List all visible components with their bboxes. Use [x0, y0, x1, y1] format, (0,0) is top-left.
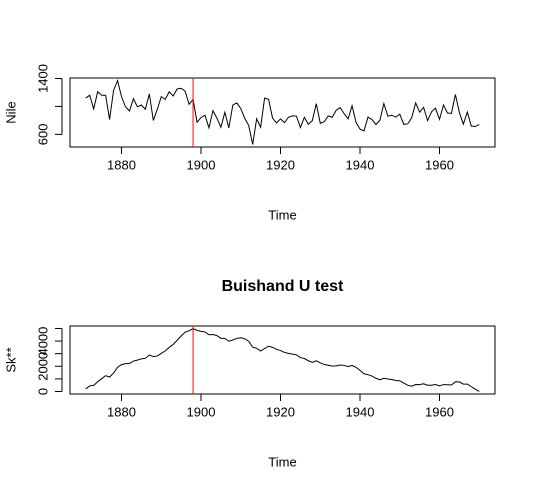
- x-tick-label: 1960: [425, 404, 454, 419]
- x-axis-label: Time: [268, 454, 296, 469]
- x-tick-label: 1940: [346, 404, 375, 419]
- data-line: [85, 327, 480, 392]
- y-tick-label: 2000: [35, 352, 50, 381]
- x-tick-label: 1920: [266, 157, 295, 172]
- y-axis-label: Nile: [3, 101, 18, 123]
- y-tick-label: 4000: [35, 327, 50, 356]
- chart-title: Buishand U test: [222, 278, 344, 295]
- x-tick-label: 1900: [187, 157, 216, 172]
- x-tick-label: 1880: [107, 404, 136, 419]
- x-tick-label: 1880: [107, 157, 136, 172]
- x-tick-label: 1940: [346, 157, 375, 172]
- x-axis-label: Time: [268, 207, 296, 222]
- y-tick-label: 1400: [35, 64, 50, 93]
- y-axis-label: Sk**: [3, 347, 18, 372]
- y-tick-label: 600: [35, 124, 50, 146]
- x-tick-label: 1920: [266, 404, 295, 419]
- plot-frame: [69, 77, 496, 148]
- y-tick-label: 0: [35, 388, 50, 395]
- data-line: [85, 78, 480, 145]
- plot-frame: [69, 325, 496, 395]
- x-tick-label: 1960: [425, 157, 454, 172]
- x-tick-label: 1900: [187, 404, 216, 419]
